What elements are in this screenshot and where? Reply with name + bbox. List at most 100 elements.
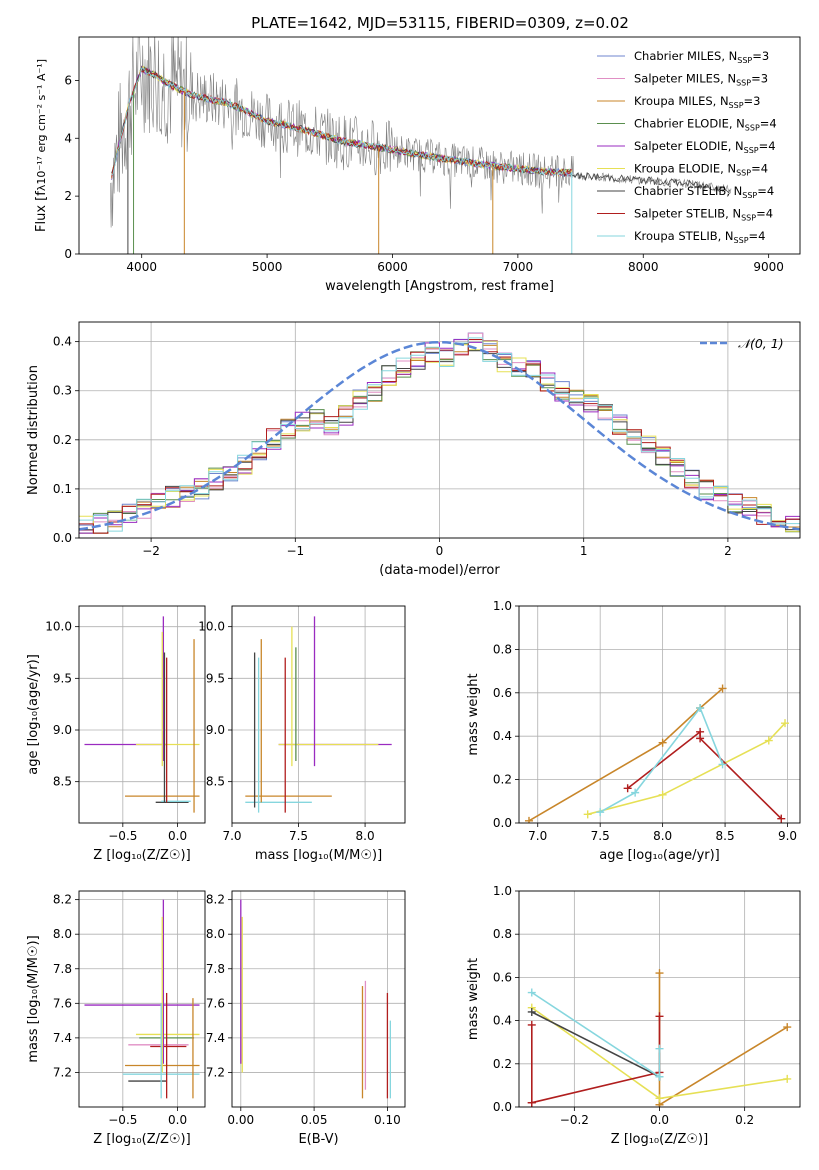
legend-nssp: =4 <box>759 139 776 153</box>
y-tick-label: 7.8 <box>53 962 72 976</box>
y-tick-label: 9.0 <box>206 723 225 737</box>
weight-marker <box>655 1094 664 1103</box>
weight-line <box>658 973 788 1107</box>
legend-subscript: SSP <box>734 236 749 245</box>
panel-spectrum: 4000 5000 6000 7000 8000 9000 0 2 4 6 wavelength [… <box>34 36 801 294</box>
y-tick-label: 8.2 <box>206 893 225 907</box>
axes-frame <box>231 890 406 1108</box>
legend-label: Kroupa STELIB, NSSP=4 <box>634 229 765 245</box>
plot-area <box>240 899 391 1099</box>
residual-histogram <box>79 339 800 534</box>
weight-marker <box>658 790 667 799</box>
axes-frame <box>78 321 801 539</box>
y-axis-label-suffix: λ10⁻¹⁷ erg cm⁻² s⁻¹ A⁻¹] <box>35 59 48 191</box>
weight-marker <box>524 816 533 823</box>
legend-label: Kroupa MILES, NSSP=3 <box>634 94 760 110</box>
observed-spectrum-line <box>110 37 732 228</box>
x-tick-label: 7.5 <box>591 829 610 843</box>
y-tick-label: 0.4 <box>493 1014 512 1028</box>
x-tick-label: 8.5 <box>716 829 735 843</box>
x-tick-label: 4000 <box>126 260 157 274</box>
legend-series-name: Kroupa ELODIE, N <box>634 162 736 176</box>
axes-frame <box>231 605 406 824</box>
legend-label: Kroupa ELODIE, NSSP=4 <box>634 162 768 178</box>
x-tick-label: 0.10 <box>374 1113 401 1127</box>
x-tick-label: −0.2 <box>560 1113 589 1127</box>
y-tick-label: 0.8 <box>493 927 512 941</box>
y-tick-label: 2 <box>64 189 72 203</box>
residual-histogram <box>79 337 800 532</box>
y-tick-label: 0.0 <box>493 816 512 830</box>
y-tick-label: 0 <box>64 247 72 261</box>
weight-marker <box>527 988 536 997</box>
x-tick-label: 0.05 <box>301 1113 328 1127</box>
model-spectrum-line <box>111 68 573 178</box>
x-tick-label: 0 <box>436 544 444 558</box>
y-axis-label: Normed distribution <box>26 365 41 495</box>
weight-marker <box>655 1072 664 1081</box>
x-tick-label: 8.0 <box>653 829 672 843</box>
legend-nssp: =4 <box>751 162 768 176</box>
weight-marker <box>696 734 705 743</box>
x-axis-label: (data-model)/error <box>379 563 500 578</box>
y-tick-label: 10.0 <box>45 620 72 634</box>
y-tick-label: 8.0 <box>206 927 225 941</box>
weight-marker <box>596 808 605 817</box>
y-tick-label: 0.2 <box>53 433 72 447</box>
panel-mass-vs-ebv: 0.00 0.05 0.10 7.2 7.4 7.6 7.8 8.0 8.2 E(B-V) <box>206 890 406 1147</box>
plot-area <box>527 969 792 1107</box>
x-tick-label: 2 <box>724 544 732 558</box>
panel-residuals: −2 −1 0 1 2 0.0 0.1 0.2 0.3 0.4 (data-model)/error… <box>26 321 801 578</box>
y-tick-label: 1.0 <box>493 884 512 898</box>
plot-area <box>84 616 200 813</box>
y-tick-label: 9.0 <box>53 723 72 737</box>
weight-marker <box>783 1074 792 1083</box>
x-tick-label: 0.0 <box>650 1113 669 1127</box>
x-tick-label: 9.0 <box>778 829 797 843</box>
weight-marker <box>764 736 773 745</box>
y-tick-label: 0.2 <box>493 1057 512 1071</box>
legend-subscript: SSP <box>745 124 760 133</box>
y-tick-label: 7.4 <box>53 1031 72 1045</box>
weight-marker <box>527 1098 536 1107</box>
y-axis-label: mass weight <box>466 958 481 1040</box>
y-tick-label: 0.2 <box>493 773 512 787</box>
model-spectrum-line <box>111 65 731 194</box>
x-tick-label: 8.0 <box>356 829 375 843</box>
legend-series-name: Salpeter STELIB, N <box>634 207 741 221</box>
x-axis-label: mass [log₁₀(M/M☉)] <box>255 848 382 863</box>
weight-marker <box>655 1044 664 1053</box>
y-tick-label: 8.5 <box>206 775 225 789</box>
panel-weight-vs-age: 7.0 7.5 8.0 8.5 9.0 0.0 0.2 0.4 0.6 0.8 1.0 age [lo… <box>466 599 801 863</box>
axes-frame <box>78 890 206 1108</box>
y-tick-label: 0.8 <box>493 642 512 656</box>
legend-label: Salpeter ELODIE, NSSP=4 <box>634 139 776 155</box>
x-tick-label: 7.5 <box>289 829 308 843</box>
legend-label: Salpeter STELIB, NSSP=4 <box>634 207 773 223</box>
y-tick-label: 0.4 <box>53 335 72 349</box>
legend-nssp: =4 <box>749 229 766 243</box>
figure-title: PLATE=1642, MJD=53115, FIBERID=0309, z=0… <box>251 14 629 32</box>
y-tick-label: 4 <box>64 131 72 145</box>
y-tick-label: 7.2 <box>206 1065 225 1079</box>
weight-marker <box>718 760 727 769</box>
axes-frame <box>518 605 801 824</box>
weight-line <box>530 1016 661 1104</box>
legend-nssp: =4 <box>756 207 773 221</box>
y-tick-label: 10.0 <box>198 620 225 634</box>
plot-area <box>84 899 200 1099</box>
panels: 4000 5000 6000 7000 8000 9000 0 2 4 6 wavelength [… <box>26 36 801 1147</box>
y-tick-label: 8.5 <box>53 775 72 789</box>
panel-age-vs-z: −0.5 0.0 8.5 9.0 9.5 10.0 Z [log₁₀(Z/Z☉)] age [… <box>26 605 206 863</box>
x-axis-label: Z [log₁₀(Z/Z☉)] <box>611 1132 708 1147</box>
y-axis-label: mass [log₁₀(M/M☉)] <box>26 935 41 1062</box>
legend-series-name: Chabrier STELIB, N <box>634 184 742 198</box>
weight-marker <box>631 788 640 797</box>
x-axis-label: E(B-V) <box>298 1132 338 1147</box>
weight-marker <box>527 1007 536 1016</box>
y-tick-label: 0.1 <box>53 482 72 496</box>
y-axis-label: mass weight <box>466 673 481 755</box>
legend-subscript: SSP <box>737 56 752 65</box>
y-tick-label: 9.5 <box>206 671 225 685</box>
legend-label: Chabrier STELIB, NSSP=4 <box>634 184 774 200</box>
